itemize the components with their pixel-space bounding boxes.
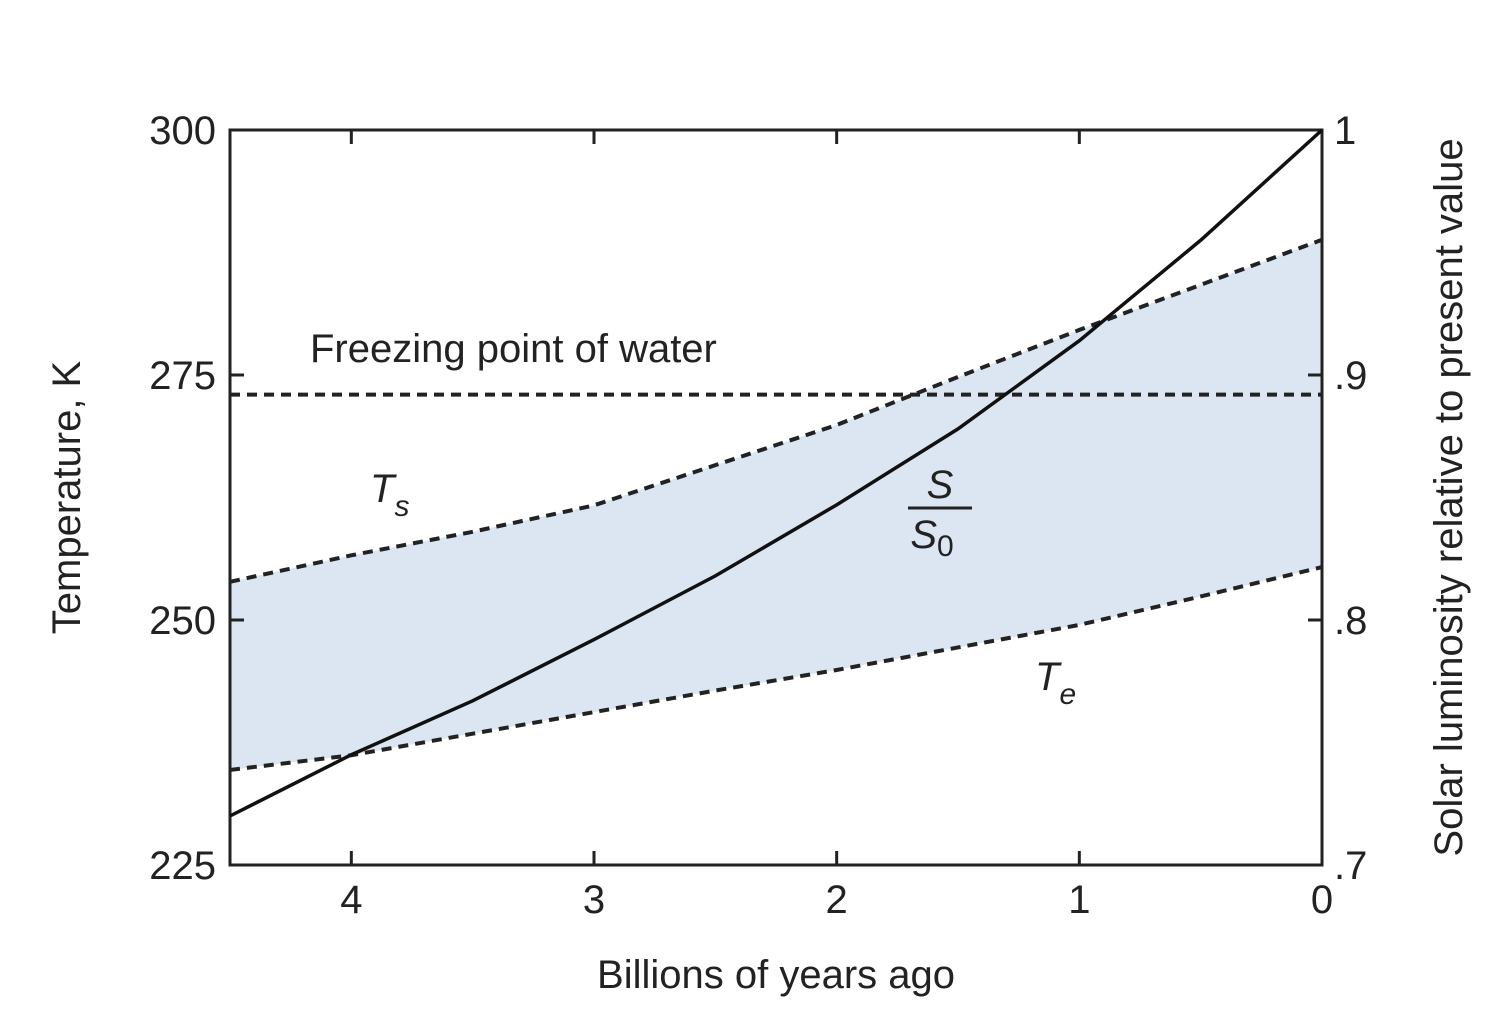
- y-axis-label: Temperature, K: [45, 360, 89, 634]
- x-axis-label: Billions of years ago: [597, 953, 955, 997]
- y-tick-label: 225: [149, 844, 216, 888]
- plot-frame: [228, 128, 1324, 867]
- series-label: S S0: [910, 463, 953, 563]
- x-tick-label: 0: [1311, 878, 1333, 922]
- shaded-band: [230, 239, 1322, 770]
- y2-tick-label: .9: [1334, 354, 1367, 398]
- y-tick-label: 275: [149, 354, 216, 398]
- series-line: [229, 128, 1324, 818]
- series-line: [229, 565, 1323, 772]
- x-tick-label: 1: [1068, 878, 1090, 922]
- y2-tick-label: .8: [1334, 599, 1367, 643]
- y2-axis-label: Solar luminosity relative to present val…: [1427, 138, 1471, 856]
- y2-tick-label: 1: [1334, 109, 1356, 153]
- series-line: [229, 237, 1323, 584]
- series-label: Freezing point of water: [310, 327, 717, 371]
- y-tick-label: 250: [149, 599, 216, 643]
- series-label: Ts: [370, 467, 409, 523]
- x-tick-label: 2: [826, 878, 848, 922]
- x-tick-label: 3: [583, 878, 605, 922]
- y-tick-label: 300: [149, 109, 216, 153]
- series-label: Te: [1035, 655, 1076, 711]
- x-tick-label: 4: [340, 878, 362, 922]
- y2-tick-label: .7: [1334, 844, 1367, 888]
